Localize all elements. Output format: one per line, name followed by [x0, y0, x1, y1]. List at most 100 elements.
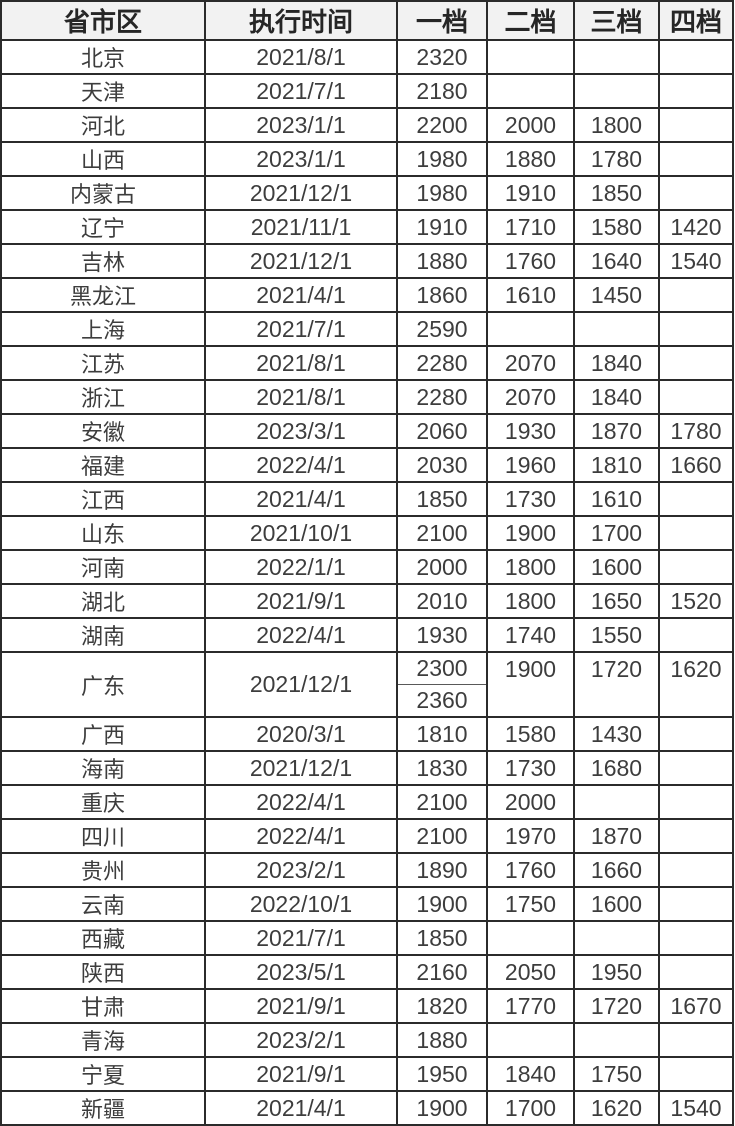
cell-region: 浙江 [0, 379, 206, 415]
cell-date: 2021/9/1 [204, 583, 398, 619]
cell-region: 山西 [0, 141, 206, 177]
cell-region: 天津 [0, 73, 206, 109]
cell-region: 吉林 [0, 243, 206, 279]
cell-tier3: 1780 [573, 141, 660, 177]
cell-tier3: 1870 [573, 818, 660, 854]
cell-tier2 [486, 311, 575, 347]
header-row: 省市区 执行时间 一档 二档 三档 四档 [0, 0, 734, 41]
cell-date: 2022/4/1 [204, 447, 398, 483]
cell-region: 青海 [0, 1022, 206, 1058]
cell-region: 四川 [0, 818, 206, 854]
table-row: 重庆 2022/4/1 2100 2000 [0, 784, 734, 820]
cell-tier2: 1840 [486, 1056, 575, 1092]
cell-tier1: 1890 [396, 852, 488, 888]
table-row: 云南 2022/10/1 1900 1750 1600 [0, 886, 734, 922]
table-row: 河南 2022/1/1 2000 1800 1600 [0, 549, 734, 585]
table-row: 海南 2021/12/1 1830 1730 1680 [0, 750, 734, 786]
cell-tier1: 1850 [396, 920, 488, 956]
cell-tier1: 2100 [396, 818, 488, 854]
cell-region: 北京 [0, 39, 206, 75]
cell-tier2: 1930 [486, 413, 575, 449]
cell-tier4 [658, 345, 734, 381]
column-header-effective-date: 执行时间 [204, 0, 398, 41]
cell-region: 海南 [0, 750, 206, 786]
cell-tier1: 2100 [396, 515, 488, 551]
table-row: 吉林 2021/12/1 1880 1760 1640 1540 [0, 243, 734, 279]
cell-tier4 [658, 784, 734, 820]
cell-tier3: 1430 [573, 716, 660, 752]
table-row: 新疆 2021/4/1 1900 1700 1620 1540 [0, 1090, 734, 1126]
cell-region: 陕西 [0, 954, 206, 990]
table-row: 江西 2021/4/1 1850 1730 1610 [0, 481, 734, 517]
cell-tier2: 2050 [486, 954, 575, 990]
table-row: 江苏 2021/8/1 2280 2070 1840 [0, 345, 734, 381]
column-header-tier1: 一档 [396, 0, 488, 41]
cell-tier3: 1600 [573, 549, 660, 585]
cell-tier1: 2280 [396, 345, 488, 381]
cell-tier3 [573, 1022, 660, 1058]
cell-date: 2021/8/1 [204, 345, 398, 381]
cell-tier4: 1620 [658, 651, 734, 718]
cell-tier1: 1900 [396, 886, 488, 922]
cell-tier2 [486, 1022, 575, 1058]
cell-region: 江苏 [0, 345, 206, 381]
cell-tier2: 1760 [486, 852, 575, 888]
cell-tier3 [573, 311, 660, 347]
cell-tier1: 2010 [396, 583, 488, 619]
cell-tier2: 1960 [486, 447, 575, 483]
cell-region: 辽宁 [0, 209, 206, 245]
cell-tier3: 1720 [573, 988, 660, 1024]
cell-region: 内蒙古 [0, 175, 206, 211]
column-header-region: 省市区 [0, 0, 206, 41]
cell-tier1: 1950 [396, 1056, 488, 1092]
cell-tier4 [658, 954, 734, 990]
cell-tier4: 1540 [658, 243, 734, 279]
cell-tier1: 1850 [396, 481, 488, 517]
table-row: 西藏 2021/7/1 1850 [0, 920, 734, 956]
cell-tier2: 1880 [486, 141, 575, 177]
cell-tier4 [658, 886, 734, 922]
cell-tier2: 1760 [486, 243, 575, 279]
table-row: 浙江 2021/8/1 2280 2070 1840 [0, 379, 734, 415]
table-row: 河北 2023/1/1 2200 2000 1800 [0, 107, 734, 143]
cell-tier4 [658, 481, 734, 517]
cell-tier4 [658, 141, 734, 177]
cell-tier3: 1610 [573, 481, 660, 517]
cell-date: 2023/3/1 [204, 413, 398, 449]
cell-date: 2021/9/1 [204, 1056, 398, 1092]
cell-tier4 [658, 107, 734, 143]
cell-tier1: 1980 [396, 141, 488, 177]
cell-tier2: 2000 [486, 107, 575, 143]
table-row: 宁夏 2021/9/1 1950 1840 1750 [0, 1056, 734, 1092]
cell-date: 2023/5/1 [204, 954, 398, 990]
cell-region: 黑龙江 [0, 277, 206, 313]
table-row: 安徽 2023/3/1 2060 1930 1870 1780 [0, 413, 734, 449]
cell-tier2: 1800 [486, 583, 575, 619]
cell-tier3: 1840 [573, 379, 660, 415]
cell-tier2: 1610 [486, 277, 575, 313]
cell-date: 2021/4/1 [204, 277, 398, 313]
cell-tier4 [658, 750, 734, 786]
cell-tier1: 1860 [396, 277, 488, 313]
table-row: 黑龙江 2021/4/1 1860 1610 1450 [0, 277, 734, 313]
cell-tier4 [658, 617, 734, 653]
cell-date: 2023/2/1 [204, 852, 398, 888]
cell-date: 2022/4/1 [204, 818, 398, 854]
cell-region: 新疆 [0, 1090, 206, 1126]
cell-tier3 [573, 39, 660, 75]
cell-tier4 [658, 311, 734, 347]
cell-tier4 [658, 277, 734, 313]
table-row: 内蒙古 2021/12/1 1980 1910 1850 [0, 175, 734, 211]
cell-date: 2021/8/1 [204, 39, 398, 75]
cell-tier4 [658, 515, 734, 551]
cell-tier3: 1620 [573, 1090, 660, 1126]
cell-date: 2023/1/1 [204, 141, 398, 177]
cell-tier2: 2000 [486, 784, 575, 820]
cell-tier3: 1720 [573, 651, 660, 718]
cell-tier1: 2590 [396, 311, 488, 347]
cell-date: 2021/12/1 [204, 243, 398, 279]
table-row: 广东 2021/12/1 2300 1900 1720 1620 [0, 651, 734, 718]
cell-tier3: 1810 [573, 447, 660, 483]
cell-region: 云南 [0, 886, 206, 922]
